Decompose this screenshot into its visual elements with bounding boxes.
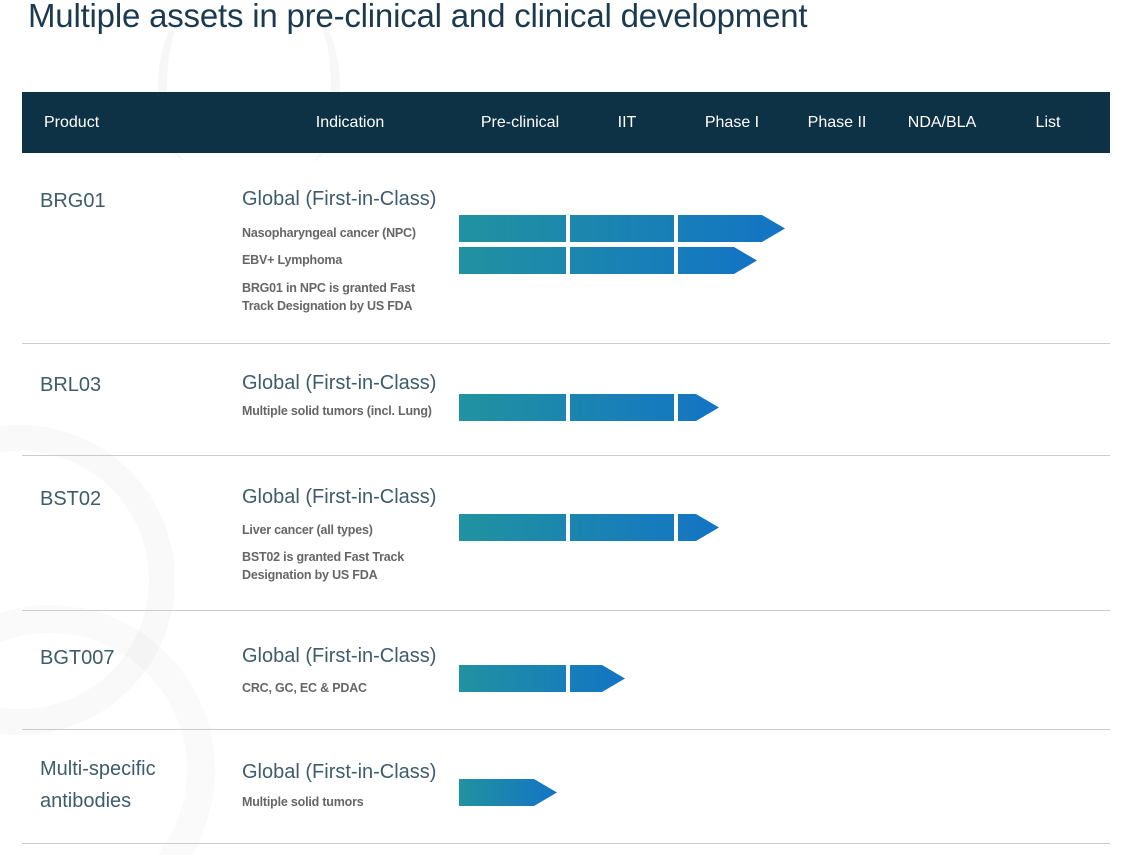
fast-track-note: BST02 is granted Fast Track Designation … bbox=[242, 550, 405, 582]
fast-track-note: BRG01 in NPC is granted Fast Track Desig… bbox=[242, 281, 415, 313]
row-divider bbox=[22, 843, 1110, 844]
phase-segment-gap bbox=[674, 215, 678, 242]
phase-segment-gap bbox=[674, 514, 678, 541]
program-scope: Global (First-in-Class) bbox=[242, 372, 437, 394]
product-name: Multi-specific antibodies bbox=[40, 758, 156, 812]
indication-label: Multiple solid tumors (incl. Lung) bbox=[242, 404, 432, 418]
column-header-list: List bbox=[1035, 114, 1061, 131]
column-header-ndabla: NDA/BLA bbox=[907, 114, 977, 131]
phase-segment-gap bbox=[566, 215, 570, 242]
page-title: Multiple assets in pre-clinical and clin… bbox=[28, 0, 808, 34]
pipeline-arrow bbox=[459, 665, 625, 692]
column-header-indication: Indication bbox=[315, 114, 385, 131]
product-name: BST02 bbox=[40, 488, 102, 510]
program-scope: Global (First-in-Class) bbox=[242, 645, 437, 667]
indication-label: CRC, GC, EC & PDAC bbox=[242, 681, 367, 695]
phase-segment-gap bbox=[566, 665, 570, 692]
phase-segment-gap bbox=[674, 247, 678, 274]
column-header-preclinical: Pre-clinical bbox=[480, 114, 560, 131]
phase-segment-gap bbox=[674, 394, 678, 421]
product-name: BRG01 bbox=[40, 190, 106, 212]
pipeline-arrow bbox=[459, 779, 557, 806]
phase-segment-gap bbox=[566, 514, 570, 541]
phase-segment-gap bbox=[566, 394, 570, 421]
column-header-iit: IIT bbox=[617, 114, 637, 131]
product-name: BGT007 bbox=[40, 647, 115, 669]
program-scope: Global (First-in-Class) bbox=[242, 486, 437, 508]
column-header-product: Product bbox=[44, 114, 100, 131]
product-name: BRL03 bbox=[40, 374, 102, 396]
phase-segment-gap bbox=[566, 247, 570, 274]
indication-label: Multiple solid tumors bbox=[242, 795, 364, 809]
program-scope: Global (First-in-Class) bbox=[242, 761, 437, 783]
row-divider bbox=[22, 610, 1110, 611]
column-header-phase2: Phase II bbox=[807, 114, 867, 131]
program-scope: Global (First-in-Class) bbox=[242, 188, 437, 210]
indication-label: EBV+ Lymphoma bbox=[242, 253, 343, 267]
row-divider bbox=[22, 729, 1110, 730]
indication-label: Liver cancer (all types) bbox=[242, 523, 373, 537]
pipeline-arrow bbox=[459, 247, 757, 274]
indication-label: Nasopharyngeal cancer (NPC) bbox=[242, 226, 416, 240]
column-header-phase1: Phase I bbox=[704, 114, 760, 131]
pipeline-arrow bbox=[459, 514, 719, 541]
row-divider bbox=[22, 343, 1110, 344]
table-header: Product Indication Pre-clinical IIT Phas… bbox=[22, 92, 1110, 153]
row-divider bbox=[22, 455, 1110, 456]
pipeline-arrow bbox=[459, 215, 785, 242]
pipeline-arrow bbox=[459, 394, 719, 421]
